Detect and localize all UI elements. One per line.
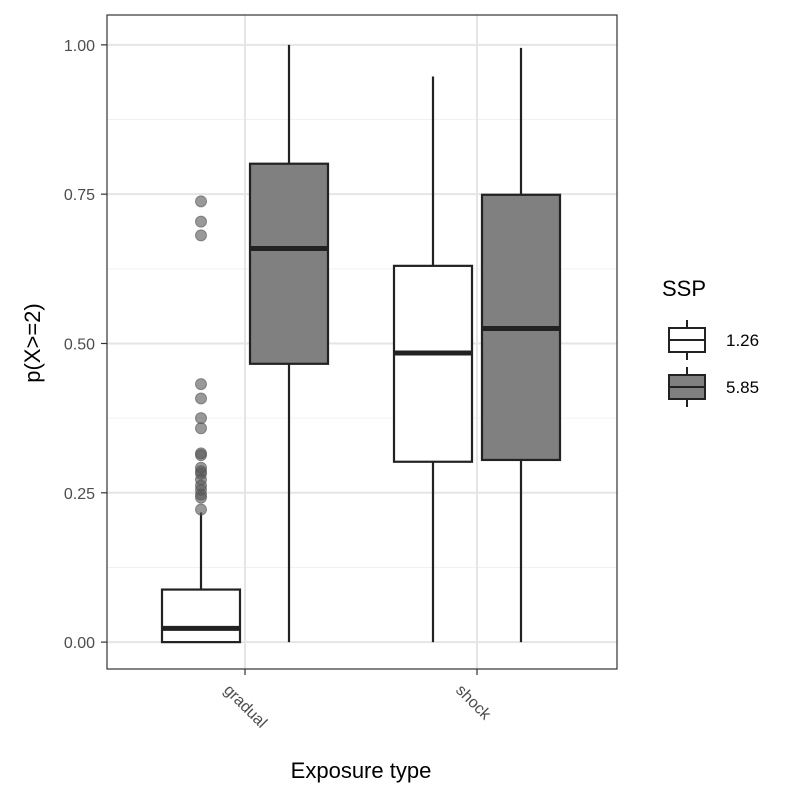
box-iqr [392, 264, 474, 463]
box-gradual-1.26 [160, 195, 242, 644]
y-tick-label: 0.25 [64, 486, 95, 503]
outlier-point [195, 491, 207, 504]
y-tick-label: 1.00 [64, 38, 95, 55]
box-iqr [160, 588, 242, 644]
box-shock-1.26 [392, 76, 474, 643]
outlier-point [195, 422, 207, 435]
y-tick-label: 0.50 [64, 336, 95, 353]
legend-item-5.85: 5.85 [668, 367, 759, 407]
legend-title: SSP [662, 276, 706, 301]
box-iqr [248, 162, 330, 365]
y-tick-label: 0.00 [64, 635, 95, 652]
outlier-point [195, 503, 207, 516]
y-tick-label: 0.75 [64, 187, 95, 204]
outlier-point [195, 229, 207, 242]
x-tick-label-gradual: gradual [220, 682, 270, 732]
outlier-point [195, 378, 207, 391]
legend-item-1.26: 1.26 [668, 320, 759, 360]
x-axis-title: Exposure type [291, 758, 432, 783]
legend-label: 1.26 [726, 331, 759, 350]
outlier-point [195, 392, 207, 405]
x-tick-label-shock: shock [452, 682, 494, 724]
plot-panel-border [106, 14, 618, 670]
y-axis-title: p(X>=2) [20, 303, 45, 383]
box-gradual-5.85 [248, 44, 330, 643]
outlier-point [195, 195, 207, 208]
outlier-point [195, 449, 207, 462]
boxes [160, 44, 562, 644]
outlier-point [195, 215, 207, 228]
legend-label: 5.85 [726, 378, 759, 397]
outlier-point [195, 412, 207, 425]
legend: SSP 1.26 5.85 [662, 276, 759, 407]
box-shock-5.85 [480, 47, 562, 643]
